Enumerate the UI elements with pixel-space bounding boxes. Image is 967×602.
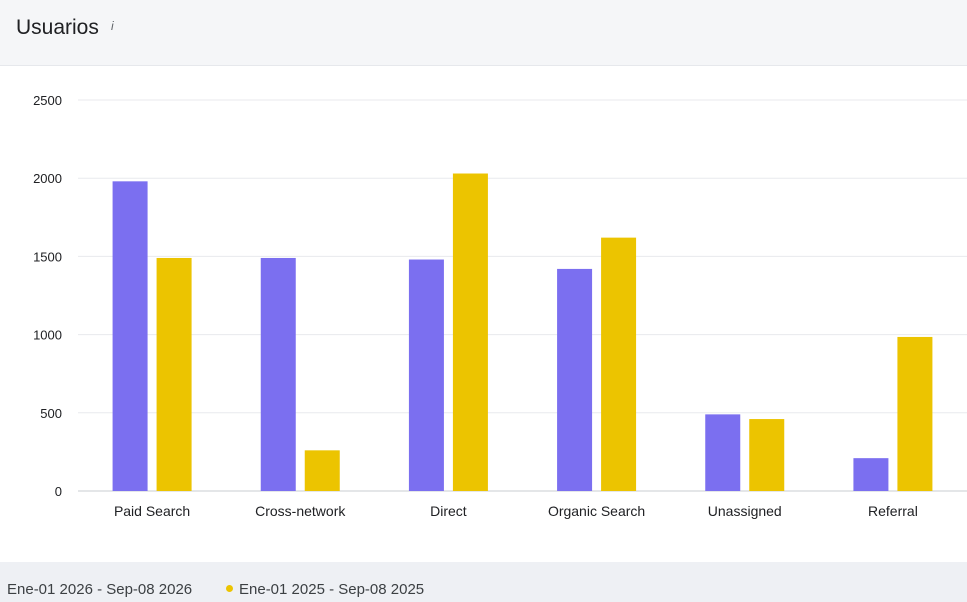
bar[interactable] (112, 181, 148, 491)
y-tick-label: 0 (55, 484, 62, 499)
legend: Ene-01 2026 - Sep-08 2026 Ene-01 2025 - … (0, 562, 967, 602)
bar[interactable] (260, 257, 296, 491)
x-tick-label: Paid Search (114, 503, 190, 519)
legend-dot-icon (226, 584, 233, 592)
y-tick-label: 500 (40, 406, 62, 421)
chart-area: 0 500 1000 1500 2000 2500 Paid Search Cross-net… (0, 66, 967, 562)
x-tick-label: Direct (430, 503, 467, 519)
x-tick-label: Cross-network (255, 503, 346, 519)
bar[interactable] (304, 450, 340, 491)
legend-item-2026[interactable]: Ene-01 2026 - Sep-08 2026 (7, 581, 192, 598)
x-tick-label: Unassigned (708, 503, 782, 519)
y-tick-label: 2000 (33, 171, 62, 186)
page-title: Usuarios (16, 16, 99, 39)
bar[interactable] (452, 173, 488, 491)
bar[interactable] (557, 268, 593, 491)
y-tick-label: 1000 (33, 328, 62, 343)
x-tick-label: Organic Search (548, 503, 645, 519)
info-icon[interactable]: i (111, 19, 114, 33)
bar[interactable] (749, 419, 785, 491)
card-header: Usuarios i (0, 0, 967, 66)
bar[interactable] (705, 414, 741, 491)
y-tick-label: 2500 (33, 93, 62, 108)
bar[interactable] (408, 259, 444, 491)
bar[interactable] (897, 336, 933, 491)
bar[interactable] (853, 458, 889, 491)
x-tick-label: Referral (868, 503, 918, 519)
y-tick-label: 1500 (33, 249, 62, 264)
bar-chart: 0 500 1000 1500 2000 2500 Paid Search Cross-net… (33, 93, 967, 519)
bar[interactable] (156, 257, 192, 491)
legend-item-2025[interactable]: Ene-01 2025 - Sep-08 2025 (226, 581, 424, 598)
legend-label: Ene-01 2025 - Sep-08 2025 (239, 581, 425, 598)
bar[interactable] (601, 237, 637, 491)
legend-label: Ene-01 2026 - Sep-08 2026 (7, 581, 193, 598)
